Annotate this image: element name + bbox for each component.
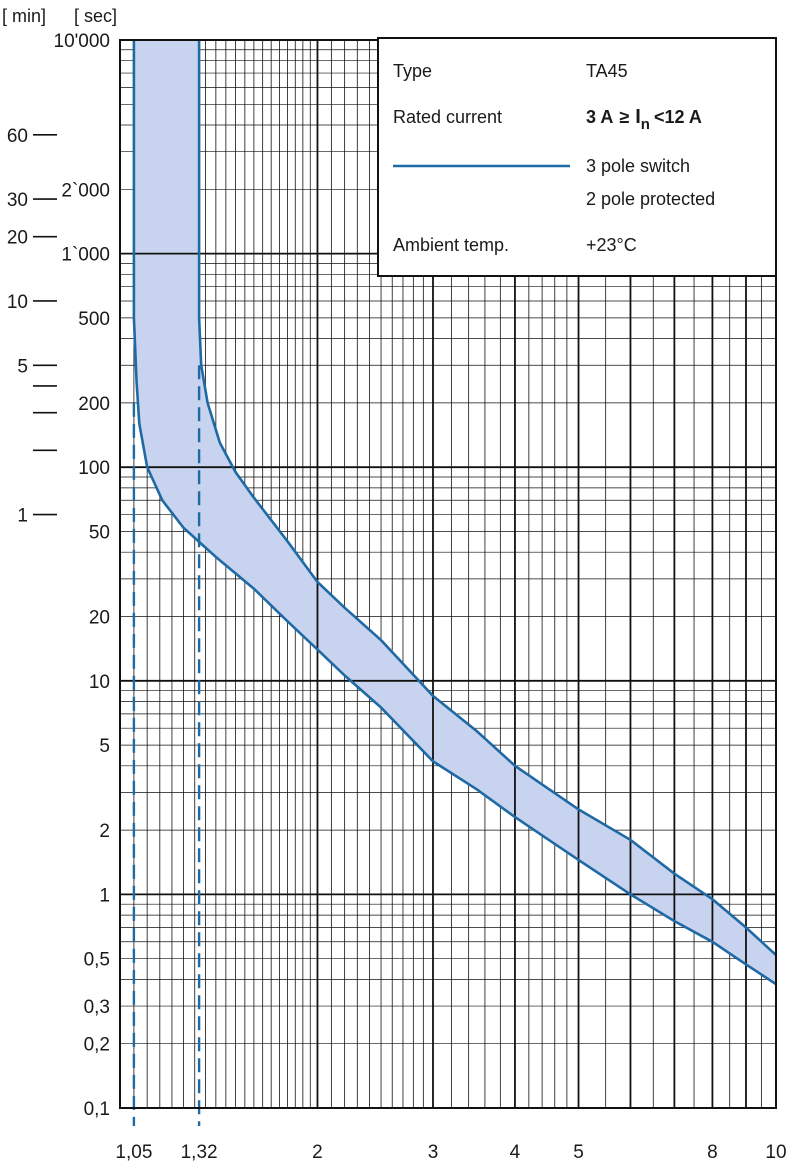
rated-i: I	[635, 106, 641, 128]
y-tick-label-sec: 0,3	[84, 997, 110, 1018]
curve-lower	[132, 40, 777, 986]
y-tick-label-sec: 2	[99, 821, 110, 842]
rated-suffix: <12 A	[654, 107, 702, 127]
y-tick-label-sec: 2`000	[61, 180, 110, 201]
y-tick-label-min: 20	[7, 228, 28, 249]
legend-box: Type TA45 Rated current 3 A ≥ In <12 A 3 po…	[377, 37, 777, 277]
y-tick-label-sec: 0,2	[84, 1035, 110, 1056]
unit-label-seconds: [ sec]	[74, 6, 117, 26]
legend-line2: 2 pole protected	[586, 189, 715, 209]
x-axis: 1,05 1,32 2 3 4 5 8 10	[115, 1142, 786, 1163]
y-tick-label-sec: 20	[89, 608, 110, 629]
y-tick-label-sec: 0,1	[84, 1099, 110, 1120]
legend-rated-label: Rated current	[393, 107, 502, 127]
y-axis-seconds: 10'000 2`000 1`000 500 200 100 50 20 10 5 2 1 0,5 0,3…	[54, 31, 110, 1120]
x-tick-label: 8	[707, 1142, 718, 1163]
x-tick-label: 4	[510, 1142, 521, 1163]
y-tick-label-min: 1	[17, 506, 28, 527]
y-tick-label-sec: 1`000	[61, 245, 110, 266]
legend-type-value: TA45	[586, 61, 628, 81]
x-tick-label: 1,32	[181, 1142, 218, 1163]
rated-sub: n	[641, 116, 650, 133]
y-tick-label-sec: 100	[78, 458, 110, 479]
rated-ge: ≥	[619, 107, 629, 127]
y-tick-label-sec: 1	[99, 885, 110, 906]
y-tick-label-sec: 500	[78, 309, 110, 330]
y-tick-label-sec: 200	[78, 394, 110, 415]
legend-type-label: Type	[393, 61, 432, 81]
legend-ambient-label: Ambient temp.	[393, 235, 509, 255]
y-tick-label-sec: 10	[89, 672, 110, 693]
y-tick-label-sec: 5	[99, 736, 110, 757]
dashed-reference-lines	[132, 365, 201, 1126]
y-tick-label-min: 30	[7, 190, 28, 211]
x-tick-label: 5	[573, 1142, 584, 1163]
x-tick-label: 10	[765, 1142, 786, 1163]
x-tick-label: 2	[312, 1142, 323, 1163]
curve-upper	[197, 40, 777, 957]
y-tick-label-sec: 50	[89, 523, 110, 544]
unit-label-minutes: [ min]	[2, 6, 46, 26]
y-tick-label-sec: 10'000	[54, 31, 110, 52]
x-tick-label: 1,05	[115, 1142, 152, 1163]
y-tick-label-min: 10	[7, 292, 28, 313]
y-tick-label-min: 5	[17, 356, 28, 377]
legend-line1: 3 pole switch	[586, 156, 690, 176]
y-tick-label-sec: 0,5	[84, 950, 110, 971]
rated-prefix: 3 A	[586, 107, 613, 127]
y-tick-label-min: 60	[7, 126, 28, 147]
legend-frame	[377, 37, 777, 277]
x-tick-label: 3	[428, 1142, 439, 1163]
legend-rated-value: 3 A ≥ In <12 A	[586, 106, 702, 133]
y-axis-minutes: 60 30 20 10 5 1	[7, 126, 57, 527]
legend-ambient-value: +23°C	[586, 235, 637, 255]
